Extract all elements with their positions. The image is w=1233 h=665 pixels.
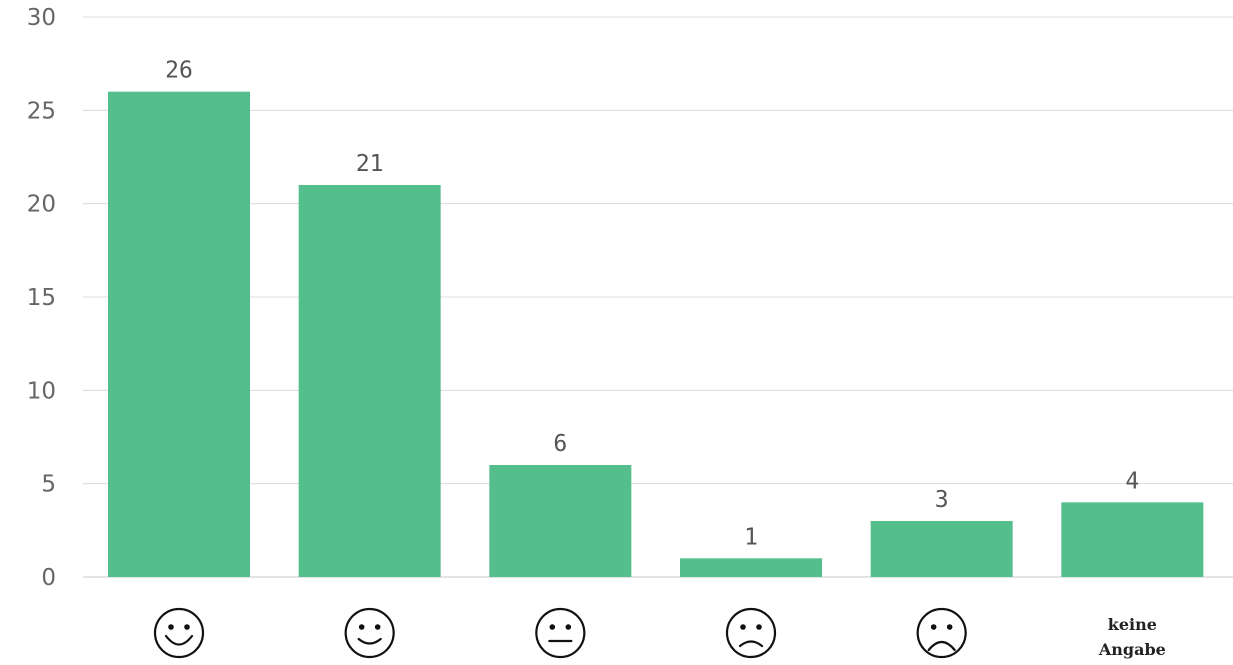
bar (1061, 502, 1204, 577)
bar-layer (108, 91, 1204, 578)
y-tick-label: 20 (27, 192, 56, 218)
sad-face-icon (725, 607, 777, 659)
category-label: Angabe (1098, 640, 1166, 659)
data-label: 21 (356, 151, 384, 177)
category-axis: keine Angabe (153, 607, 1166, 659)
very-sad-face-icon (916, 607, 967, 659)
happy-face-icon (344, 607, 395, 659)
bar (680, 558, 822, 577)
data-label: 26 (165, 58, 193, 84)
bar (870, 521, 1013, 577)
very-happy-face-icon (153, 607, 205, 659)
data-label: 6 (553, 431, 567, 457)
bar (489, 465, 632, 577)
y-tick-label: 0 (41, 565, 56, 591)
y-tick-label: 5 (41, 472, 56, 498)
y-tick-label: 10 (27, 378, 56, 404)
y-tick-label: 15 (27, 285, 56, 311)
data-label: 4 (1125, 468, 1139, 494)
data-label: 1 (744, 524, 758, 550)
y-tick-label: 25 (27, 98, 56, 124)
data-label: 3 (935, 487, 949, 513)
y-tick-label: 30 (27, 5, 56, 31)
label-layer: 26 21 6 1 3 4 (165, 58, 1139, 551)
grid-layer: 0 5 10 15 20 25 30 (27, 5, 1233, 591)
bar (108, 91, 250, 578)
bar (298, 185, 441, 577)
neutral-face-icon (535, 607, 586, 659)
category-label: keine (1108, 615, 1157, 634)
